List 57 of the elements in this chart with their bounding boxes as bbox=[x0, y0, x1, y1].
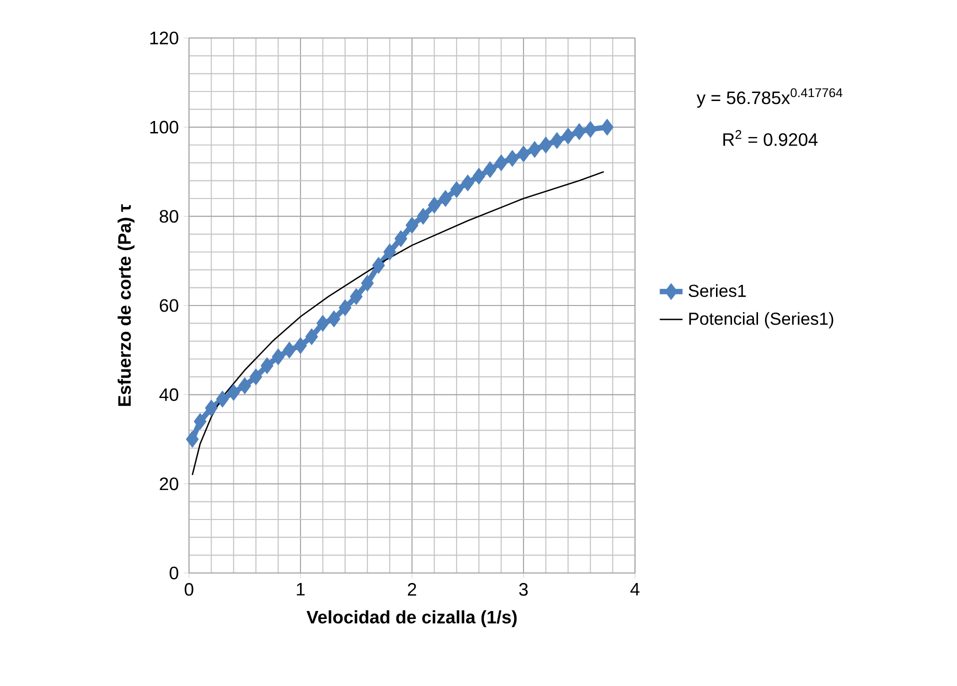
x-tick-label: 4 bbox=[630, 583, 640, 596]
point bbox=[227, 384, 240, 401]
point bbox=[260, 357, 274, 374]
point bbox=[484, 161, 496, 178]
point bbox=[294, 337, 307, 354]
x-tick-label: 0 bbox=[184, 583, 194, 596]
point bbox=[328, 310, 340, 328]
point bbox=[506, 150, 519, 167]
point bbox=[472, 168, 486, 185]
point bbox=[194, 413, 206, 430]
point bbox=[406, 216, 418, 234]
point bbox=[539, 136, 552, 154]
point bbox=[350, 288, 363, 305]
point bbox=[494, 154, 508, 172]
y-axis-title: Esfuerzo de corte (Pa) τ bbox=[118, 204, 134, 406]
point bbox=[283, 342, 296, 358]
y-tick-label: 80 bbox=[160, 210, 178, 223]
x-tick-label: 3 bbox=[519, 583, 528, 596]
y-tick-label: 20 bbox=[160, 477, 178, 490]
point bbox=[338, 299, 352, 316]
y-tick-label: 100 bbox=[150, 120, 178, 134]
point bbox=[372, 257, 385, 274]
text: y = 56.785x$^{0.417764}$ bbox=[696, 88, 842, 108]
point bbox=[517, 146, 530, 162]
point bbox=[428, 196, 441, 214]
point bbox=[383, 244, 396, 260]
point bbox=[216, 390, 229, 408]
y-tick-label: 0 bbox=[170, 566, 178, 580]
point bbox=[361, 274, 374, 292]
point bbox=[450, 181, 463, 198]
point bbox=[550, 132, 564, 149]
y-tick-label: 60 bbox=[160, 299, 178, 312]
y-tick-label: 120 bbox=[150, 32, 178, 44]
x-axis-title: Velocidad de cizalla (1/s) bbox=[306, 610, 517, 628]
legend-label: Series1 bbox=[688, 284, 746, 297]
point bbox=[562, 128, 574, 144]
x-tick-label: 2 bbox=[408, 583, 416, 596]
point bbox=[584, 121, 597, 138]
point bbox=[238, 377, 252, 394]
point bbox=[272, 348, 285, 366]
point bbox=[316, 315, 330, 332]
point bbox=[439, 190, 452, 207]
line-series bbox=[192, 171, 604, 476]
point bbox=[461, 174, 474, 192]
x-tick-label: 1 bbox=[296, 583, 305, 596]
point bbox=[416, 208, 430, 225]
point bbox=[528, 141, 541, 158]
point bbox=[250, 368, 262, 386]
point bbox=[186, 430, 199, 448]
point bbox=[204, 400, 218, 416]
point bbox=[394, 230, 408, 247]
y-tick-label: 40 bbox=[159, 388, 178, 402]
point bbox=[305, 328, 318, 346]
legend-label: Potencial (Series1) bbox=[689, 312, 834, 328]
point bbox=[572, 123, 586, 140]
point bbox=[600, 118, 614, 136]
text: R$^{2}$ = 0.9204 bbox=[723, 130, 818, 146]
